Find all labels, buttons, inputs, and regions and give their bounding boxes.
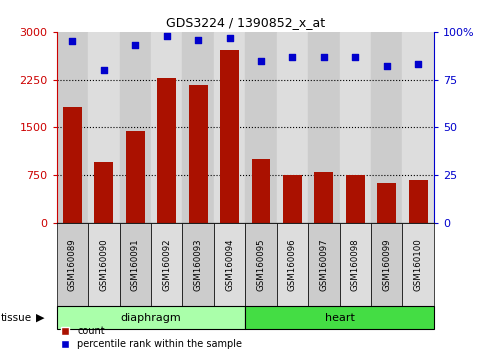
Bar xyxy=(94,162,113,223)
Text: diaphragm: diaphragm xyxy=(121,313,181,323)
Bar xyxy=(251,159,270,223)
Title: GDS3224 / 1390852_x_at: GDS3224 / 1390852_x_at xyxy=(166,16,325,29)
Bar xyxy=(88,223,119,306)
Bar xyxy=(157,78,176,223)
Legend: count, percentile rank within the sample: count, percentile rank within the sample xyxy=(62,326,242,349)
Text: heart: heart xyxy=(324,313,354,323)
Point xyxy=(131,42,139,48)
Bar xyxy=(340,32,371,223)
Point xyxy=(352,54,359,59)
Bar xyxy=(151,223,182,306)
Bar xyxy=(346,175,365,223)
Bar xyxy=(377,183,396,223)
Point xyxy=(100,67,108,73)
Bar xyxy=(182,223,214,306)
Bar xyxy=(88,32,119,223)
Text: GSM160094: GSM160094 xyxy=(225,238,234,291)
Bar xyxy=(220,50,239,223)
Bar xyxy=(315,172,333,223)
Bar xyxy=(409,180,427,223)
Text: GSM160092: GSM160092 xyxy=(162,238,171,291)
Bar xyxy=(119,223,151,306)
Bar xyxy=(57,32,88,223)
Point xyxy=(414,62,422,67)
Bar xyxy=(277,223,308,306)
Bar xyxy=(308,32,340,223)
Text: GSM160091: GSM160091 xyxy=(131,238,140,291)
Point xyxy=(163,33,171,39)
Bar xyxy=(283,175,302,223)
Point xyxy=(383,63,390,69)
Bar xyxy=(57,306,245,329)
Point xyxy=(194,37,202,42)
Bar xyxy=(402,223,434,306)
Bar xyxy=(119,32,151,223)
Bar xyxy=(245,32,277,223)
Point xyxy=(69,39,76,44)
Point xyxy=(257,58,265,63)
Text: GSM160089: GSM160089 xyxy=(68,238,77,291)
Bar xyxy=(402,32,434,223)
Text: GSM160098: GSM160098 xyxy=(351,238,360,291)
Text: GSM160093: GSM160093 xyxy=(194,238,203,291)
Text: ▶: ▶ xyxy=(35,313,44,323)
Bar xyxy=(308,223,340,306)
Text: GSM160096: GSM160096 xyxy=(288,238,297,291)
Text: tissue: tissue xyxy=(0,313,32,323)
Bar xyxy=(214,223,246,306)
Bar xyxy=(182,32,214,223)
Bar xyxy=(214,32,246,223)
Bar xyxy=(277,32,308,223)
Bar xyxy=(245,306,434,329)
Point xyxy=(226,35,234,40)
Bar xyxy=(57,223,88,306)
Bar xyxy=(340,223,371,306)
Bar xyxy=(371,32,402,223)
Point xyxy=(320,54,328,59)
Text: GSM160100: GSM160100 xyxy=(414,238,423,291)
Text: GSM160095: GSM160095 xyxy=(256,238,266,291)
Bar xyxy=(245,223,277,306)
Bar xyxy=(126,131,145,223)
Point xyxy=(288,54,296,59)
Bar xyxy=(63,107,82,223)
Bar xyxy=(151,32,182,223)
Text: GSM160090: GSM160090 xyxy=(99,238,108,291)
Bar xyxy=(371,223,402,306)
Bar xyxy=(189,85,208,223)
Text: GSM160097: GSM160097 xyxy=(319,238,328,291)
Text: GSM160099: GSM160099 xyxy=(382,238,391,291)
